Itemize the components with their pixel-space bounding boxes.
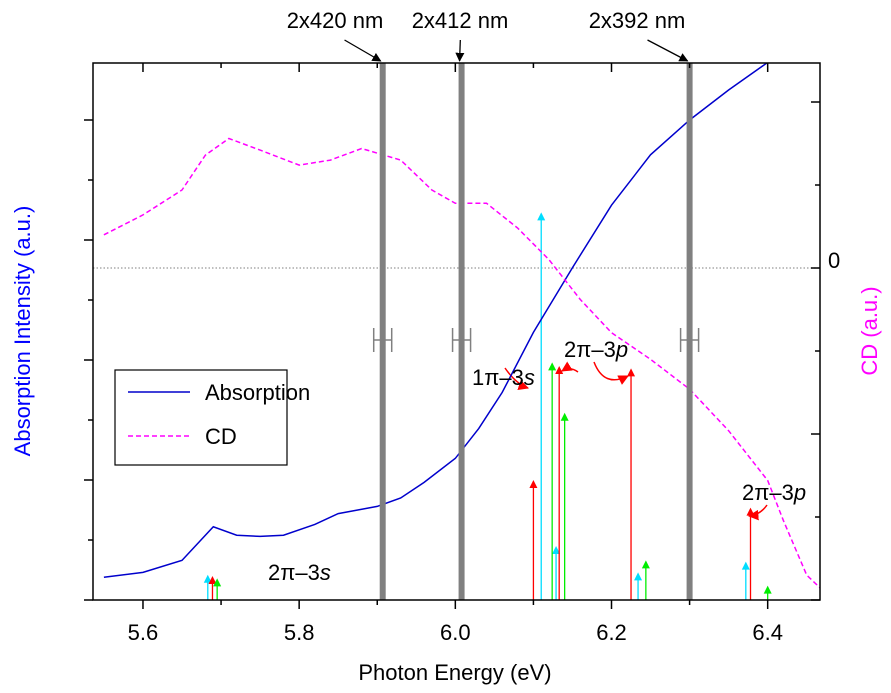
error-bar-glyph — [679, 328, 700, 352]
stick-head — [203, 574, 212, 583]
annotation-orbital: p — [793, 480, 806, 505]
legend-label: CD — [205, 424, 237, 449]
stick-head — [627, 368, 636, 377]
legend: Absorption CD — [114, 369, 310, 466]
error-bar — [451, 328, 472, 352]
annotation-arrows — [504, 361, 768, 521]
wavelength-arrow — [647, 39, 689, 62]
wavelength-label: 2x420 nm — [287, 8, 384, 33]
stick-head — [641, 560, 650, 569]
legend-box — [114, 369, 288, 466]
x-axis-label: Photon Energy (eV) — [358, 660, 551, 685]
stick-head — [741, 561, 750, 570]
stick-head — [208, 576, 217, 584]
annotation: 1π–3s — [472, 365, 535, 390]
x-tick-label: 5.6 — [128, 620, 159, 645]
wavelength-arrow — [455, 39, 465, 62]
legend-label: Absorption — [205, 380, 310, 405]
wavelength-label: 2x412 nm — [412, 8, 509, 33]
axes-frame — [92, 62, 821, 601]
stick-head — [763, 585, 772, 594]
annotation-text: 2π–3 — [742, 480, 794, 505]
error-bar-glyph — [372, 328, 393, 352]
annotation: 2π–3s — [268, 560, 331, 585]
y2-axis-label: CD (a.u.) — [857, 286, 882, 375]
x-tick-label: 6.2 — [596, 620, 627, 645]
y-axis-label: Absorption Intensity (a.u.) — [10, 206, 35, 457]
stick-head — [634, 572, 643, 581]
annotation-orbital: p — [615, 337, 628, 362]
annotation: 2π–3p — [742, 480, 806, 505]
annotation-text: 1π–3 — [472, 365, 524, 390]
x-tick-label: 6.4 — [752, 620, 783, 645]
stick-head — [555, 366, 564, 374]
x-tick-label: 6.0 — [440, 620, 471, 645]
stick-head — [746, 507, 755, 516]
error-bar-glyph — [451, 328, 472, 352]
x-tick-label: 5.8 — [284, 620, 315, 645]
stick-head — [529, 480, 538, 488]
annotation-orbital: s — [320, 560, 331, 585]
series-line — [103, 137, 820, 589]
stick-head — [560, 412, 569, 421]
stick-head — [537, 212, 546, 221]
annotation-text: 2π–3 — [268, 560, 320, 585]
annotation-orbital: s — [524, 365, 535, 390]
wavelength-label: 2x392 nm — [589, 8, 686, 33]
stick-head — [548, 362, 557, 371]
stick-head — [213, 578, 222, 587]
stick-head — [552, 546, 561, 554]
y2-tick-label: 0 — [828, 248, 840, 273]
error-bar — [372, 328, 393, 352]
error-bar — [679, 328, 700, 352]
plot-area — [93, 63, 820, 600]
annotation: 2π–3p — [564, 337, 628, 362]
series-line — [103, 63, 769, 578]
wavelength-arrow — [344, 39, 382, 62]
annotation-text: 2π–3 — [564, 337, 616, 362]
